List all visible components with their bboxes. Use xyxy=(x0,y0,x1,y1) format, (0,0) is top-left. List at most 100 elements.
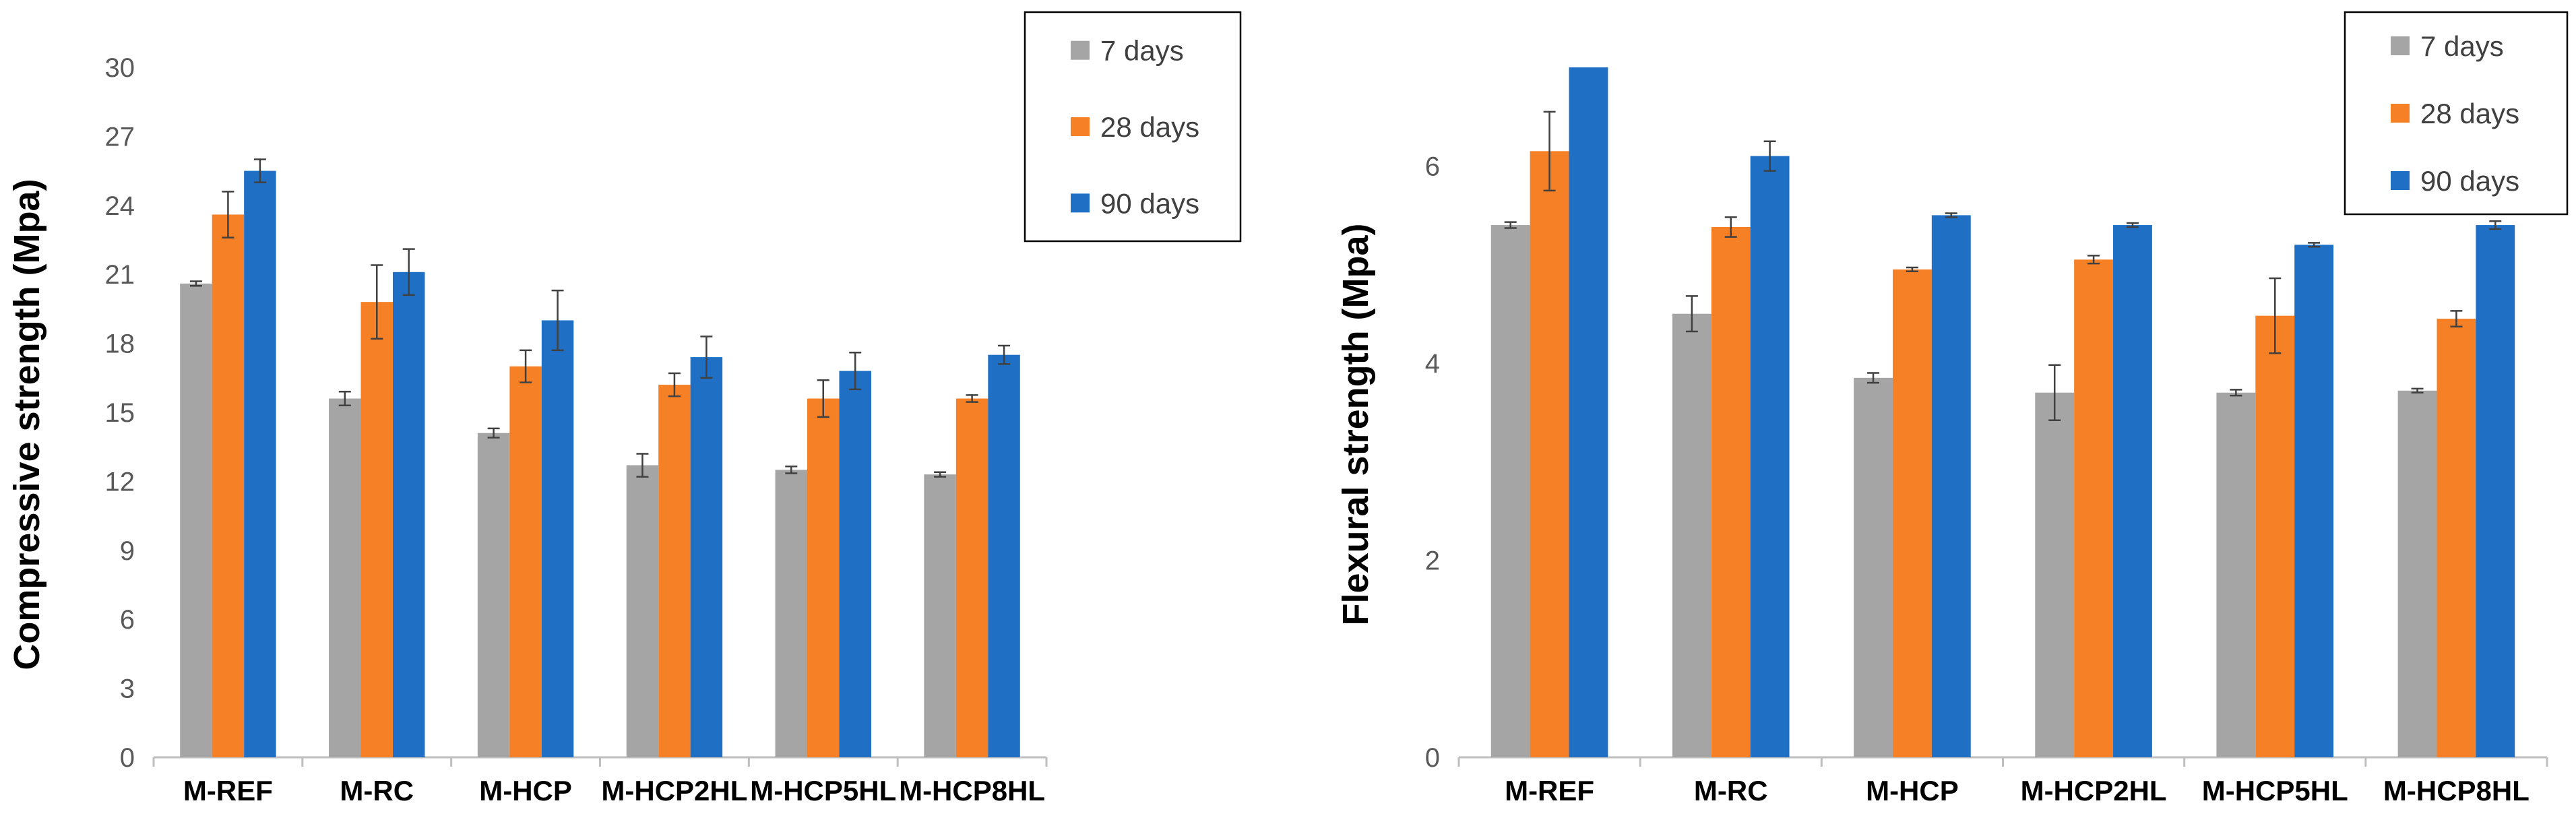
category-label: M-HCP2HL xyxy=(601,775,747,806)
bar-28-days xyxy=(212,214,245,757)
error-bar xyxy=(189,280,202,287)
error-bar xyxy=(1724,216,1737,238)
error-bar xyxy=(338,391,351,407)
bar-28-days xyxy=(2255,315,2295,757)
category-label: M-HCP8HL xyxy=(2383,775,2530,806)
bar-90-days xyxy=(244,170,276,758)
error-bar xyxy=(402,248,415,296)
y-tick-label: 2 xyxy=(1425,546,1440,575)
legend-swatch xyxy=(1071,117,1090,136)
bar-7-days xyxy=(477,433,510,757)
error-bar xyxy=(2126,222,2139,228)
bar-28-days xyxy=(1711,226,1751,757)
category-label: M-RC xyxy=(1694,775,1768,806)
y-axis-title: Compressive strength (Mpa) xyxy=(7,179,47,670)
bar-90-days xyxy=(1931,215,1971,757)
error-bar xyxy=(2048,364,2061,421)
bar-7-days xyxy=(924,474,956,757)
legend-label: 7 days xyxy=(1100,35,1184,67)
bar-90-days xyxy=(2476,225,2515,757)
error-bar xyxy=(1945,212,1957,218)
bar-90-days xyxy=(2294,245,2334,757)
category-label: M-REF xyxy=(1505,775,1594,806)
bar-90-days xyxy=(690,357,723,757)
error-bar xyxy=(2269,277,2282,354)
category-label: M-REF xyxy=(183,775,273,806)
category-label: M-HCP xyxy=(479,775,572,806)
bar-7-days xyxy=(329,398,361,757)
y-tick-label: 21 xyxy=(105,260,135,290)
error-bar xyxy=(2308,242,2321,248)
y-tick-label: 6 xyxy=(120,605,135,635)
bar-28-days xyxy=(807,398,840,757)
y-tick-label: 3 xyxy=(120,674,135,704)
y-axis-title: Flexural strength (Mpa) xyxy=(1336,223,1376,625)
legend-swatch xyxy=(1071,40,1090,60)
error-bar xyxy=(1543,110,1556,192)
bar-28-days xyxy=(2074,259,2114,757)
bar-7-days xyxy=(1854,377,1893,757)
error-bar xyxy=(1504,221,1517,229)
error-bar xyxy=(817,379,829,418)
category-label: M-HCP xyxy=(1866,775,1959,806)
error-bar xyxy=(636,453,649,478)
y-tick-label: 0 xyxy=(1425,743,1440,773)
bar-28-days xyxy=(1892,269,1932,757)
error-bar xyxy=(2450,310,2463,327)
category-label: M-RC xyxy=(340,775,414,806)
error-bar xyxy=(668,372,681,398)
legend: 7 days 28 days 90 days xyxy=(1024,11,1242,243)
category-label: M-HCP2HL xyxy=(2021,775,2167,806)
error-bar xyxy=(2489,220,2502,230)
y-tick-label: 24 xyxy=(105,191,135,221)
legend-label: 90 days xyxy=(2420,165,2519,197)
y-tick-label: 4 xyxy=(1425,349,1440,379)
bar-90-days xyxy=(988,354,1020,757)
error-bar xyxy=(785,465,798,474)
y-tick-label: 15 xyxy=(105,398,135,428)
error-bar xyxy=(700,336,713,379)
error-bar xyxy=(253,158,266,183)
compressive-strength-chart: 0 3 6 9 12 15 18 21 24 27 30 M-REF M-RC M-HCP M-HCP2HL… xyxy=(7,11,1242,806)
bar-28-days xyxy=(955,398,988,757)
legend-swatch xyxy=(1071,193,1090,213)
bar-7-days xyxy=(775,470,808,757)
error-bar xyxy=(551,289,564,352)
bar-28-days xyxy=(509,366,542,757)
bar-28-days xyxy=(1530,151,1569,758)
category-label: M-HCP8HL xyxy=(899,775,1045,806)
error-bar xyxy=(487,427,500,439)
bar-7-days xyxy=(1490,225,1530,757)
category-label: M-HCP5HL xyxy=(2202,775,2348,806)
category-label: M-HCP5HL xyxy=(750,775,896,806)
legend-label: 28 days xyxy=(2420,98,2519,129)
bar-90-days xyxy=(1750,156,1790,757)
error-bar xyxy=(1906,266,1918,273)
error-bar xyxy=(1685,295,1698,333)
y-tick-label: 9 xyxy=(120,536,135,566)
error-bar xyxy=(998,344,1011,365)
legend-label: 7 days xyxy=(2420,30,2504,62)
y-tick-label: 30 xyxy=(105,53,135,83)
error-bar xyxy=(2087,255,2100,265)
y-tick-label: 27 xyxy=(105,122,135,152)
bar-28-days xyxy=(360,302,393,757)
bar-28-days xyxy=(658,385,691,757)
legend: 7 days 28 days 90 days xyxy=(2344,11,2569,216)
bar-90-days xyxy=(839,371,871,757)
legend-label: 90 days xyxy=(1100,187,1199,219)
legend-swatch xyxy=(2391,104,2410,123)
error-bar xyxy=(934,471,947,478)
legend-box xyxy=(2344,11,2569,216)
bar-7-days xyxy=(180,283,212,757)
bar-7-days xyxy=(1672,313,1711,757)
y-tick-label: 12 xyxy=(105,467,135,497)
bar-90-days xyxy=(392,272,425,758)
error-bar xyxy=(1763,140,1776,172)
legend-swatch xyxy=(2391,36,2410,55)
bar-28-days xyxy=(2437,319,2476,757)
error-bar xyxy=(371,264,383,340)
legend-swatch xyxy=(2391,171,2410,190)
y-tick-label: 18 xyxy=(105,329,135,359)
bar-7-days xyxy=(626,465,659,757)
